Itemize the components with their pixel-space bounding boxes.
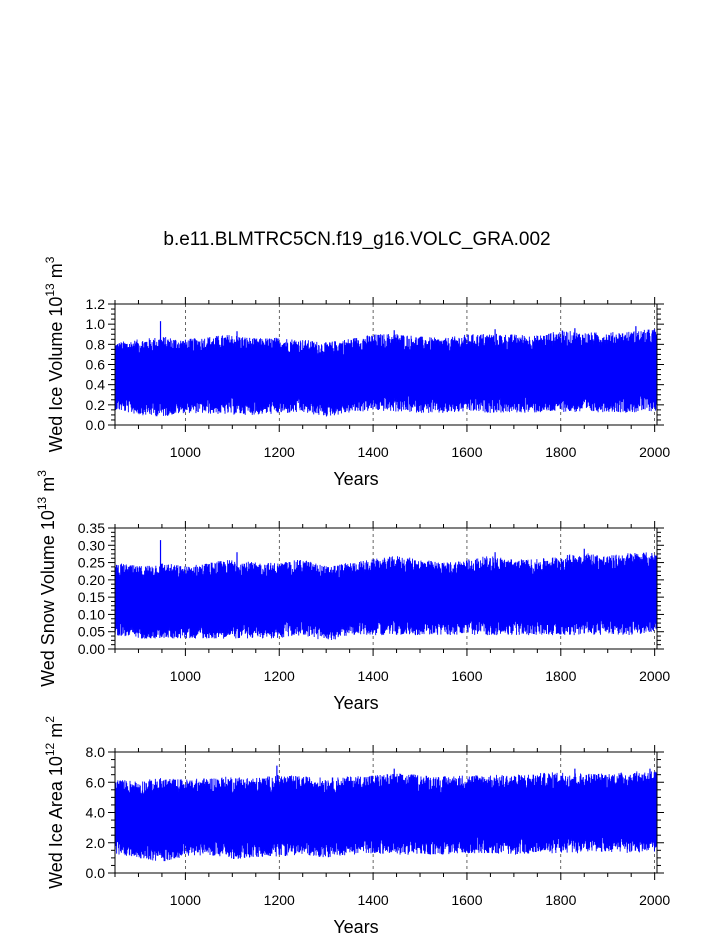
x-tick-label: 1600 — [451, 892, 482, 908]
x-axis-label: Years — [333, 917, 378, 935]
y-tick-label: 0.15 — [78, 589, 105, 605]
x-tick-label: 1000 — [170, 892, 201, 908]
x-tick-label: 1000 — [170, 668, 201, 684]
x-axis-label: Years — [333, 693, 378, 713]
x-tick-label: 1600 — [451, 668, 482, 684]
x-tick-label: 1200 — [264, 444, 295, 460]
panel-ice-area: 1000 1200 1400 1600 1800 2000 0.0 2.0 4.0 6.0 8.0 Y… — [43, 716, 670, 935]
panel-ice-volume: 1000 1200 1400 1600 1800 2000 0.0 0.2 0.4 0.6 0.8 1… — [43, 256, 670, 489]
y-tick-label: 0.6 — [86, 357, 106, 373]
panel-snow-volume: 1000 1200 1400 1600 1800 2000 0.000.05 0.100.15… — [35, 470, 670, 713]
y-axis-label: Wed Ice Volume 1013 m3 — [43, 256, 66, 452]
x-tick-label: 1200 — [264, 892, 295, 908]
x-axis-label: Years — [333, 469, 378, 489]
y-tick-label: 0.0 — [86, 865, 106, 881]
y-tick-label: 0.8 — [86, 336, 106, 352]
y-label-text: Wed Ice Area 10 — [46, 756, 66, 889]
series-line — [114, 552, 658, 640]
y-tick-label: 8.0 — [86, 744, 106, 760]
y-label-unit-exponent: 3 — [43, 256, 57, 263]
x-tick-label: 2000 — [639, 668, 670, 684]
y-tick-label: 0.0 — [86, 417, 106, 433]
y-label-unit-exponent: 2 — [43, 716, 57, 723]
y-tick-label: 4.0 — [86, 805, 106, 821]
y-tick-label: 0.00 — [78, 641, 105, 657]
y-axis-label: Wed Snow Volume 1013 m3 — [35, 470, 58, 687]
series-line — [114, 771, 658, 862]
y-label-unit: m — [38, 477, 58, 497]
x-tick-label: 1600 — [451, 444, 482, 460]
y-label-exponent: 13 — [43, 283, 57, 297]
y-axis-label: Wed Ice Area 1012 m2 — [43, 716, 66, 889]
x-tick-label: 2000 — [639, 444, 670, 460]
x-tick-label: 1800 — [545, 892, 576, 908]
y-tick-label: 1.0 — [86, 316, 106, 332]
y-label-unit-exponent: 3 — [35, 470, 49, 477]
y-tick-label: 0.25 — [78, 555, 105, 571]
y-tick-label: 0.20 — [78, 572, 105, 588]
y-label-text: Wed Ice Volume 10 — [46, 297, 66, 453]
x-tick-label: 1800 — [545, 668, 576, 684]
y-tick-label: 0.30 — [78, 537, 105, 553]
y-tick-label: 0.2 — [86, 397, 106, 413]
y-tick-label: 2.0 — [86, 835, 106, 851]
x-tick-label: 1000 — [170, 444, 201, 460]
x-tick-label: 2000 — [639, 892, 670, 908]
y-label-unit: m — [46, 263, 66, 283]
y-tick-label: 6.0 — [86, 774, 106, 790]
y-label-exponent: 13 — [35, 496, 49, 510]
y-label-exponent: 12 — [43, 742, 57, 756]
x-tick-label: 1800 — [545, 444, 576, 460]
x-tick-label: 1200 — [264, 668, 295, 684]
y-tick-label: 0.35 — [78, 520, 105, 536]
x-tick-label: 1400 — [358, 892, 389, 908]
y-label-text: Wed Snow Volume 10 — [38, 510, 58, 687]
y-tick-label: 0.4 — [86, 377, 106, 393]
x-tick-label: 1400 — [358, 668, 389, 684]
y-tick-label: 0.05 — [78, 624, 105, 640]
series-line — [114, 329, 658, 417]
y-tick-label: 0.10 — [78, 606, 105, 622]
x-tick-label: 1400 — [358, 444, 389, 460]
y-label-unit: m — [46, 723, 66, 743]
figure-title: b.e11.BLMTRC5CN.f19_g16.VOLC_GRA.002 — [163, 229, 550, 250]
y-tick-label: 1.2 — [86, 296, 106, 312]
